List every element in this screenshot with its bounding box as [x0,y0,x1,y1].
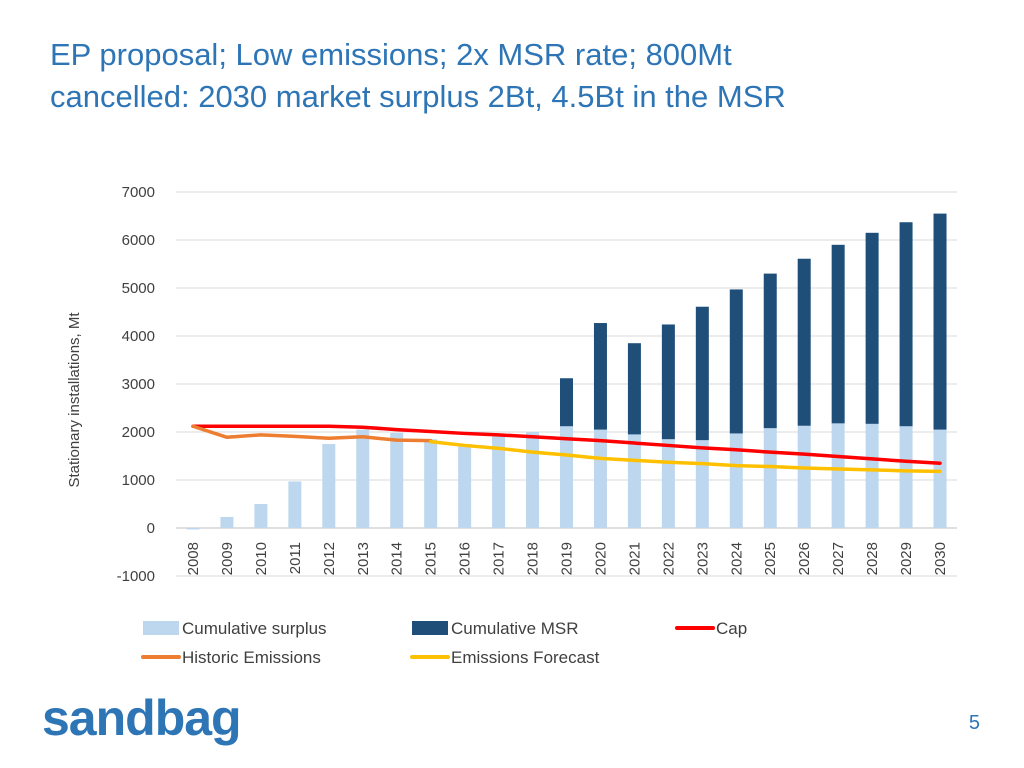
surplus-bar [390,432,404,528]
surplus-bar [593,429,607,528]
surplus-bar [729,433,743,528]
msr-bar [560,378,573,427]
x-tick-label: 2024 [728,542,745,575]
msr-bar [899,222,913,427]
y-tick-label: 1000 [122,472,155,489]
msr-bar [593,323,607,430]
forecast-legend-label: Emissions Forecast [451,648,600,667]
title-line-2: cancelled: 2030 market surplus 2Bt, 4.5B… [50,79,786,114]
surplus-bar [831,423,845,528]
x-tick-label: 2017 [491,542,508,575]
y-tick-label: 0 [147,520,155,537]
y-tick-label: -1000 [117,568,155,585]
y-tick-label: 7000 [122,184,155,201]
x-tick-label: 2011 [287,542,304,574]
x-tick-label: 2015 [423,542,440,575]
y-axis-ticks: -1000 0 1000 2000 3000 4000 5000 6000 7000 [117,184,155,585]
msr-bar [661,324,675,440]
x-tick-label: 2012 [321,542,338,575]
msr-bar [865,232,879,424]
surplus-bar [322,444,336,528]
surplus-bar [424,439,438,528]
x-tick-label: 2020 [592,542,609,575]
x-tick-label: 2021 [626,542,643,575]
surplus-bar [763,428,777,528]
historic-legend-label: Historic Emissions [182,648,321,667]
x-tick-label: 2019 [559,542,576,575]
surplus-bar [220,516,234,528]
x-tick-label: 2010 [253,542,270,575]
surplus-bar [627,434,641,528]
x-tick-label: 2026 [796,542,813,575]
x-tick-label: 2028 [864,542,881,575]
surplus-bar [186,528,200,530]
surplus-bar [492,434,506,528]
y-axis-label: Stationary installations, Mt [66,312,83,488]
surplus-bar [797,425,811,528]
x-axis-ticks: 2008 2009 2010 2011 2012 2013 2014 2015 2016 2017… [185,542,949,575]
msr-bar [933,213,947,430]
title-line-1: EP proposal; Low emissions; 2x MSR rate;… [50,37,732,72]
legend: Cumulative surplus Cumulative MSR Cap Histo… [141,619,747,667]
slide-title: EP proposal; Low emissions; 2x MSR rate;… [50,34,990,118]
bar-series [186,213,947,530]
msr-legend-label: Cumulative MSR [451,619,579,638]
x-tick-label: 2029 [898,542,915,575]
x-tick-label: 2013 [355,542,372,575]
surplus-bar [526,432,540,528]
surplus-bar [560,426,573,528]
historic-emissions-line [191,424,433,443]
cap-line [191,424,942,465]
y-tick-label: 6000 [122,232,155,249]
x-tick-label: 2018 [525,542,542,575]
surplus-bar [933,429,947,528]
msr-bar [729,289,743,434]
cap-legend-label: Cap [716,619,747,638]
line-series [191,424,942,474]
x-tick-label: 2014 [389,542,406,575]
y-tick-label: 3000 [122,376,155,393]
msr-legend-swatch [412,621,448,635]
page-number: 5 [968,712,980,734]
x-tick-label: 2030 [932,542,949,575]
x-tick-label: 2027 [830,542,847,575]
x-tick-label: 2009 [219,542,236,575]
msr-bar [831,244,845,424]
surplus-bar [356,429,370,528]
x-tick-label: 2008 [185,542,202,575]
surplus-bar [661,439,675,528]
msr-bar [695,306,709,441]
y-tick-label: 5000 [122,280,155,297]
surplus-bar [254,504,268,528]
msr-bar [763,273,777,429]
emissions-forecast-line [428,439,942,474]
surplus-bar [288,481,302,528]
surplus-legend-label: Cumulative surplus [182,619,327,638]
y-tick-label: 4000 [122,328,155,345]
surplus-bar [865,423,879,528]
sandbag-logo: sandbag [42,690,242,746]
y-tick-label: 2000 [122,424,155,441]
x-tick-label: 2022 [660,542,677,575]
x-tick-label: 2023 [694,542,711,575]
surplus-legend-swatch [143,621,179,635]
x-tick-label: 2016 [457,542,474,575]
surplus-bar [695,440,709,528]
msr-bar [627,343,641,435]
x-tick-label: 2025 [762,542,779,575]
msr-bar [797,258,811,426]
surplus-bar [899,426,913,528]
surplus-bar [458,444,472,528]
